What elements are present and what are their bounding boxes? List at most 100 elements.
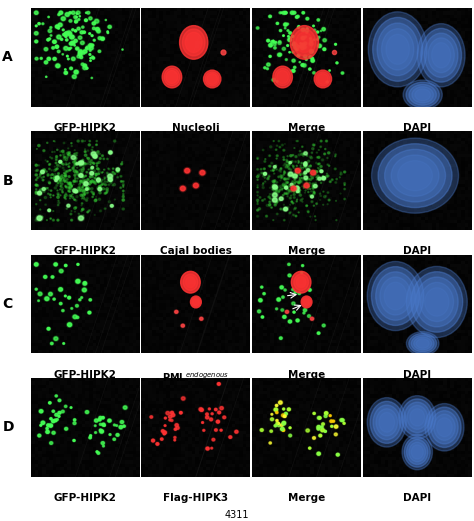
Ellipse shape — [291, 69, 295, 73]
Ellipse shape — [63, 29, 64, 31]
Ellipse shape — [55, 178, 56, 179]
Ellipse shape — [92, 150, 93, 151]
Ellipse shape — [324, 415, 327, 417]
Ellipse shape — [269, 155, 271, 156]
Ellipse shape — [200, 317, 203, 320]
Ellipse shape — [304, 42, 307, 45]
Ellipse shape — [284, 23, 287, 26]
Ellipse shape — [283, 429, 284, 431]
Ellipse shape — [328, 70, 330, 71]
Ellipse shape — [257, 187, 258, 188]
Ellipse shape — [75, 21, 77, 23]
Ellipse shape — [275, 187, 278, 189]
Ellipse shape — [72, 29, 74, 31]
Ellipse shape — [47, 209, 51, 212]
Ellipse shape — [48, 16, 49, 18]
Ellipse shape — [330, 425, 333, 428]
Ellipse shape — [76, 48, 78, 49]
Ellipse shape — [292, 166, 294, 167]
Ellipse shape — [290, 10, 295, 15]
Ellipse shape — [163, 431, 166, 434]
Ellipse shape — [46, 76, 47, 77]
Ellipse shape — [70, 407, 72, 408]
Ellipse shape — [82, 180, 84, 182]
Ellipse shape — [93, 169, 95, 171]
Ellipse shape — [50, 442, 53, 444]
Ellipse shape — [62, 29, 64, 31]
Ellipse shape — [123, 185, 124, 186]
Ellipse shape — [309, 182, 310, 184]
Ellipse shape — [310, 191, 312, 192]
Ellipse shape — [313, 190, 314, 192]
Ellipse shape — [90, 181, 92, 183]
Ellipse shape — [92, 57, 94, 59]
Ellipse shape — [74, 177, 76, 178]
Ellipse shape — [293, 66, 296, 69]
Ellipse shape — [320, 140, 322, 142]
Ellipse shape — [65, 193, 67, 194]
Ellipse shape — [301, 264, 304, 267]
Ellipse shape — [49, 417, 53, 420]
Ellipse shape — [293, 167, 294, 168]
Ellipse shape — [284, 207, 287, 211]
Ellipse shape — [260, 286, 263, 289]
Ellipse shape — [257, 168, 258, 170]
Ellipse shape — [69, 163, 70, 164]
Ellipse shape — [286, 178, 288, 180]
Ellipse shape — [321, 159, 324, 161]
Ellipse shape — [269, 176, 270, 177]
Ellipse shape — [425, 404, 464, 451]
Ellipse shape — [64, 181, 65, 182]
Ellipse shape — [304, 35, 307, 38]
Ellipse shape — [289, 435, 292, 437]
Ellipse shape — [71, 143, 72, 144]
Ellipse shape — [273, 166, 276, 168]
Ellipse shape — [296, 181, 298, 182]
Ellipse shape — [67, 58, 69, 60]
Ellipse shape — [76, 17, 77, 18]
Ellipse shape — [304, 152, 307, 155]
Text: Merge: Merge — [288, 493, 325, 503]
Ellipse shape — [276, 419, 278, 421]
Ellipse shape — [53, 177, 55, 179]
Ellipse shape — [291, 70, 292, 71]
Ellipse shape — [54, 419, 57, 421]
Text: GFP-HIPK2: GFP-HIPK2 — [54, 123, 117, 133]
Ellipse shape — [82, 63, 84, 66]
Ellipse shape — [102, 445, 105, 447]
Ellipse shape — [65, 158, 68, 160]
Ellipse shape — [107, 32, 109, 34]
Ellipse shape — [35, 288, 38, 291]
Ellipse shape — [47, 161, 48, 162]
Ellipse shape — [52, 410, 55, 412]
Ellipse shape — [74, 150, 75, 151]
Ellipse shape — [87, 163, 89, 165]
Ellipse shape — [57, 205, 59, 206]
Ellipse shape — [77, 55, 80, 58]
Ellipse shape — [292, 155, 294, 156]
Ellipse shape — [52, 410, 55, 413]
Ellipse shape — [343, 422, 346, 425]
Ellipse shape — [290, 185, 292, 188]
Ellipse shape — [269, 442, 271, 444]
Ellipse shape — [275, 308, 278, 309]
Ellipse shape — [306, 32, 308, 33]
Ellipse shape — [296, 186, 299, 188]
Ellipse shape — [300, 173, 301, 175]
Ellipse shape — [99, 173, 100, 175]
Ellipse shape — [310, 38, 311, 39]
Ellipse shape — [310, 58, 315, 63]
Ellipse shape — [256, 176, 259, 178]
Ellipse shape — [73, 161, 75, 163]
Ellipse shape — [83, 186, 84, 187]
Ellipse shape — [277, 423, 279, 424]
Ellipse shape — [57, 219, 59, 221]
Ellipse shape — [411, 335, 434, 352]
Ellipse shape — [212, 439, 215, 441]
Ellipse shape — [108, 174, 112, 178]
Ellipse shape — [322, 324, 325, 327]
Ellipse shape — [298, 190, 301, 191]
Ellipse shape — [303, 64, 306, 67]
Ellipse shape — [269, 194, 271, 195]
Ellipse shape — [256, 215, 259, 217]
